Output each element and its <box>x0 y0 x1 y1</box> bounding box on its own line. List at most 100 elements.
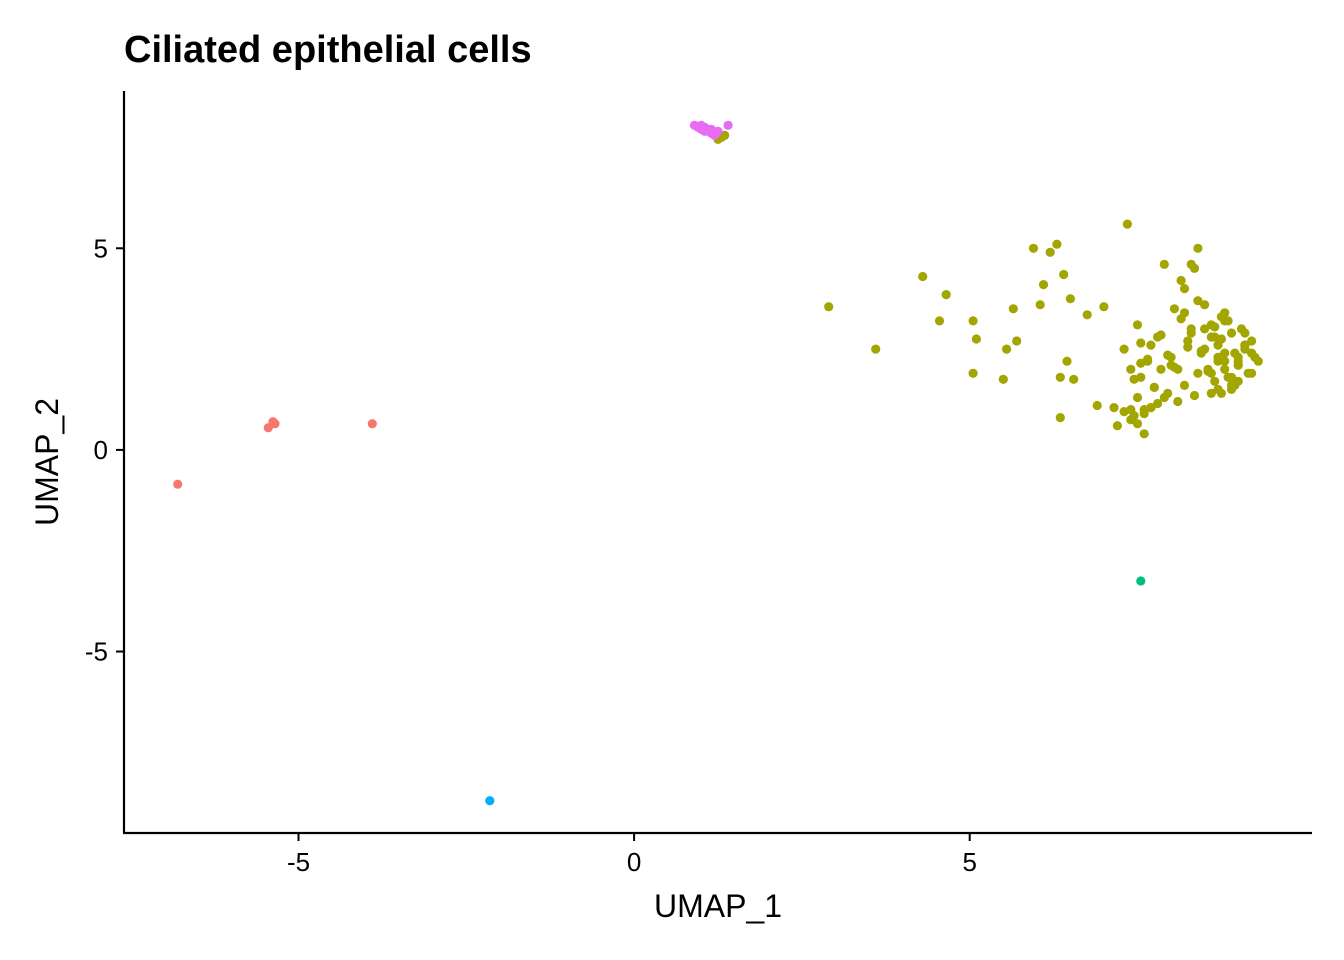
data-point <box>1226 372 1237 382</box>
data-point <box>1220 348 1230 358</box>
data-point <box>1253 356 1263 366</box>
data-point <box>1059 269 1069 280</box>
data-point <box>1112 421 1122 431</box>
data-point <box>1186 259 1196 269</box>
data-point <box>367 419 377 429</box>
data-point <box>1062 356 1072 366</box>
data-point <box>1002 344 1012 354</box>
data-point <box>1179 380 1190 390</box>
data-point <box>1169 304 1179 314</box>
data-point <box>1159 259 1169 269</box>
data-point <box>1169 362 1179 372</box>
data-point <box>700 126 710 136</box>
data-point <box>1082 310 1092 320</box>
data-point <box>1136 576 1146 586</box>
data-point <box>1156 364 1166 374</box>
data-point <box>1173 396 1183 407</box>
data-point <box>1012 336 1022 346</box>
data-point <box>1119 344 1129 354</box>
data-point <box>1176 314 1186 324</box>
data-point <box>824 302 834 312</box>
data-point <box>173 479 183 489</box>
data-point <box>1189 390 1200 401</box>
data-point <box>1099 302 1109 312</box>
data-point <box>1200 300 1210 310</box>
data-point <box>1200 324 1210 334</box>
data-point <box>1146 403 1156 413</box>
data-point <box>485 796 495 806</box>
x-tick-label: 5 <box>962 847 976 877</box>
data-point <box>1240 328 1250 338</box>
data-point <box>1159 392 1169 403</box>
data-point <box>720 130 730 140</box>
data-point <box>934 316 945 326</box>
data-point <box>1230 380 1240 390</box>
data-point <box>1220 356 1230 366</box>
data-point <box>1176 275 1186 286</box>
data-point <box>723 120 733 130</box>
data-point <box>1179 284 1190 294</box>
y-tick-label: -5 <box>85 637 108 667</box>
data-point <box>1213 356 1223 366</box>
data-point <box>1156 330 1166 340</box>
data-point <box>1240 340 1250 350</box>
data-point <box>1196 346 1206 356</box>
data-point <box>1129 374 1139 384</box>
data-point <box>1109 403 1119 413</box>
data-point <box>1153 398 1163 409</box>
data-point <box>1119 407 1129 417</box>
data-point <box>1038 280 1049 290</box>
data-point <box>1008 304 1018 314</box>
data-point <box>1146 340 1156 350</box>
data-point <box>1247 348 1257 358</box>
data-point <box>1247 336 1257 346</box>
data-point <box>1183 342 1193 352</box>
data-point <box>1139 409 1149 419</box>
points-layer <box>173 120 1263 806</box>
data-point <box>1193 296 1203 306</box>
data-point <box>1210 322 1220 332</box>
data-point <box>1226 328 1237 338</box>
data-point <box>1065 294 1075 304</box>
data-point <box>1092 400 1102 411</box>
data-point <box>1186 328 1196 338</box>
data-point <box>1247 368 1257 378</box>
data-point <box>1220 308 1230 318</box>
y-axis-title: UMAP_2 <box>29 398 65 526</box>
data-point <box>1143 354 1153 364</box>
y-tick-label: 0 <box>94 435 108 465</box>
data-point <box>1193 368 1203 378</box>
data-point <box>998 374 1008 384</box>
data-point <box>1210 376 1220 386</box>
data-point <box>1069 374 1079 384</box>
data-point <box>1035 300 1045 310</box>
ticks-layer: -5 0 5 -5 0 5 <box>85 233 977 877</box>
data-point <box>1055 413 1065 423</box>
data-point <box>1132 419 1143 429</box>
data-point <box>1139 429 1149 439</box>
data-point <box>1136 338 1146 348</box>
data-point <box>1223 316 1233 326</box>
data-point <box>1220 364 1230 374</box>
data-point <box>871 344 881 354</box>
data-point <box>1028 243 1039 253</box>
x-tick-label: 0 <box>627 847 641 877</box>
y-tick-label: 5 <box>94 233 108 263</box>
data-point <box>1055 372 1065 382</box>
data-point <box>1126 364 1136 374</box>
data-point <box>1045 247 1055 257</box>
data-point <box>1052 239 1062 249</box>
data-point <box>941 290 951 300</box>
data-point <box>1122 219 1132 229</box>
chart-title: Ciliated epithelial cells <box>124 29 532 71</box>
data-point <box>1136 358 1146 368</box>
data-point <box>918 271 928 282</box>
data-point <box>1210 332 1220 342</box>
data-point <box>1163 350 1173 360</box>
data-point <box>1213 384 1223 394</box>
data-point <box>1132 320 1143 330</box>
data-point <box>968 316 978 326</box>
x-tick-label: -5 <box>287 847 310 877</box>
data-point <box>1149 382 1159 392</box>
